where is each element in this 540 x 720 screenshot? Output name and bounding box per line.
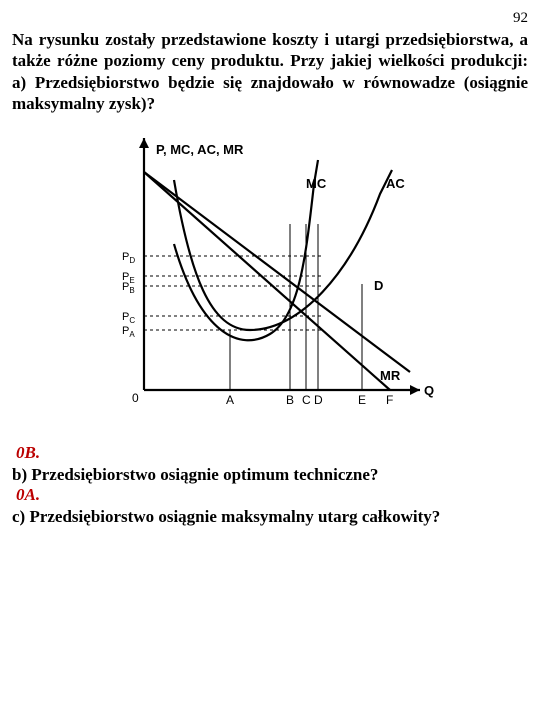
svg-text:Q: Q xyxy=(424,383,434,398)
svg-text:MC: MC xyxy=(306,176,327,191)
answer-b: 0A. xyxy=(16,485,528,505)
page-number: 92 xyxy=(12,10,528,27)
svg-text:B: B xyxy=(286,393,294,407)
svg-text:F: F xyxy=(386,393,393,407)
chart-container: P, MC, AC, MRQ0PDPEPBPCPAABCDEFMCACDMR xyxy=(12,124,528,429)
svg-text:AC: AC xyxy=(386,176,405,191)
svg-text:E: E xyxy=(358,393,366,407)
svg-text:PD: PD xyxy=(122,251,135,265)
sub-question-b: b) Przedsiębiorstwo osiągnie optimum tec… xyxy=(12,465,528,485)
svg-text:D: D xyxy=(374,278,383,293)
question-text: Na rysunku zostały przedstawione koszty … xyxy=(12,29,528,114)
economics-chart: P, MC, AC, MRQ0PDPEPBPCPAABCDEFMCACDMR xyxy=(100,124,440,424)
svg-text:MR: MR xyxy=(380,368,401,383)
svg-text:PA: PA xyxy=(122,325,135,339)
sub-question-c: c) Przedsiębiorstwo osiągnie maksymalny … xyxy=(12,507,528,527)
answer-a: 0B. xyxy=(16,443,528,463)
svg-text:A: A xyxy=(226,393,234,407)
svg-text:P, MC, AC, MR: P, MC, AC, MR xyxy=(156,142,244,157)
svg-text:C: C xyxy=(302,393,311,407)
svg-text:PC: PC xyxy=(122,311,135,325)
svg-text:0: 0 xyxy=(132,391,139,405)
svg-text:D: D xyxy=(314,393,323,407)
